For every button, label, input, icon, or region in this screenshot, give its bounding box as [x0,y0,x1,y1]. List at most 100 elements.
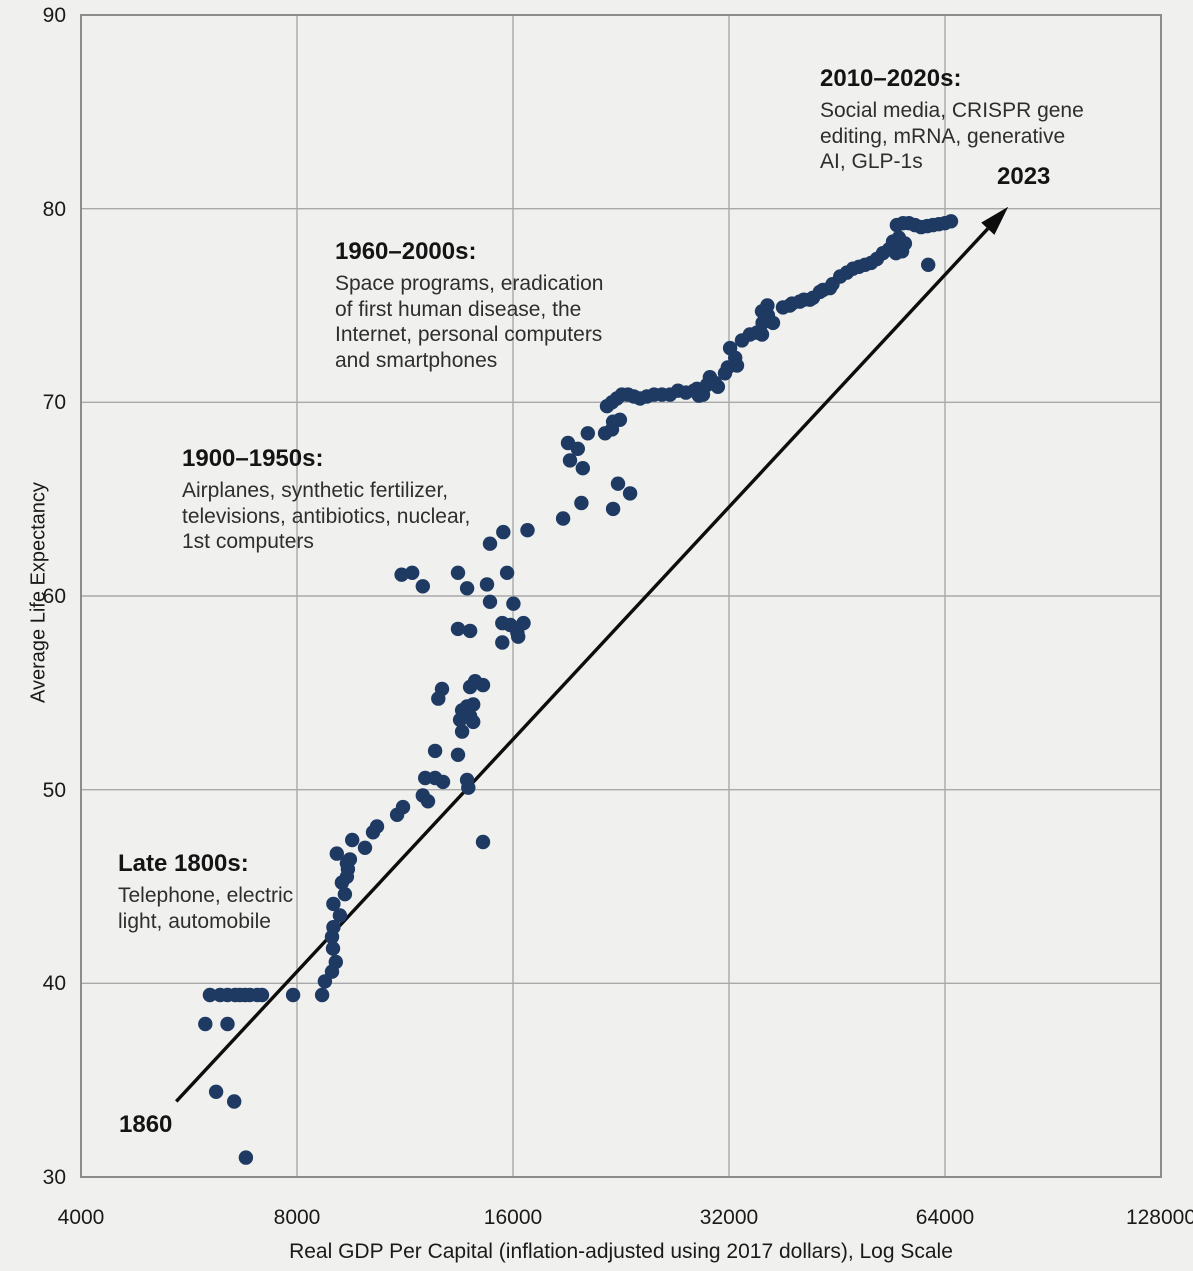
data-point [405,565,420,580]
data-point [450,621,466,637]
x-tick-label: 8000 [273,1206,321,1229]
data-point [254,987,270,1003]
annotation-title: 1960–2000s: [335,238,477,265]
annotation-1960-2000s: 1960–2000s: Space programs, eradication … [335,237,603,373]
data-point [462,623,478,639]
data-point [369,819,385,834]
x-tick-label: 4000 [57,1206,105,1229]
x-tick-label: 128000 [1125,1206,1193,1229]
data-point [482,536,498,551]
data-point [326,896,341,912]
data-point [710,379,726,394]
y-tick-label: 50 [42,778,66,802]
data-point [580,426,595,441]
arrow-start-year-label: 1860 [119,1111,173,1138]
data-point [754,327,770,342]
annotation-line: 1st computers [182,530,314,553]
data-point [555,511,571,526]
data-point [420,794,436,809]
annotation-title: Late 1800s: [118,850,249,877]
data-point [943,214,959,229]
data-point [198,1016,213,1032]
data-point [466,697,481,712]
data-point [495,635,510,650]
data-point [511,629,526,644]
data-point [520,523,535,538]
y-tick-label: 40 [42,972,66,996]
annotation-line: AI, GLP-1s [820,150,923,173]
y-tick-label: 30 [42,1166,66,1189]
trend-arrow-shaft [175,227,990,1103]
data-point [622,486,638,501]
data-point [326,920,341,935]
data-point [454,724,470,739]
data-point [450,565,466,580]
annotation-1900-1950s: 1900–1950s: Airplanes, synthetic fertili… [182,444,470,555]
data-point [314,987,330,1003]
data-point [202,987,218,1003]
data-point [328,954,343,970]
data-point [722,340,738,356]
x-tick-label: 16000 [483,1206,543,1229]
data-point [479,577,495,592]
y-tick-label: 80 [42,197,66,221]
data-point [605,501,621,517]
annotation-line: light, automobile [118,909,271,933]
data-point [466,714,481,730]
annotation-2010-2020s: 2010–2020s: Social media, CRISPR gene ed… [820,64,1084,175]
data-point [434,681,450,697]
annotation-line: Space programs, eradication [335,272,604,295]
data-point [499,565,515,580]
trend-arrow-head [981,206,1009,235]
annotation-line: of first human disease, the [335,297,582,321]
data-point [337,887,353,902]
annotation-line: Internet, personal computers [335,323,603,346]
annotation-late-1800s: Late 1800s: Telephone, electric light, a… [118,849,293,934]
y-tick-label: 90 [42,4,66,27]
x-tick-label: 32000 [699,1206,759,1229]
data-point [612,412,628,427]
data-point [394,567,409,582]
data-point [506,596,521,611]
data-point [574,495,589,511]
data-point [496,524,511,540]
data-point [427,743,443,759]
y-tick-label: 70 [42,391,66,415]
y-axis-title: Average Life Expectancy [27,482,50,703]
data-point [921,257,936,272]
annotation-line: editing, mRNA, generative [820,124,1066,148]
data-point [562,453,578,468]
annotation-title: 1900–1950s: [182,445,324,472]
data-point [345,832,360,848]
data-point [285,987,301,1003]
annotation-line: televisions, antibiotics, nuclear, [182,504,471,528]
data-point [610,476,626,491]
arrow-end-year-label: 2023 [997,163,1051,190]
annotation-title: 2010–2020s: [820,65,962,92]
data-point [395,799,411,815]
data-point [220,1016,235,1032]
data-point [208,1084,224,1100]
data-point [435,774,451,790]
data-point [415,579,430,594]
data-point [332,908,348,923]
data-point [418,770,433,786]
annotation-line: Social media, CRISPR gene [820,99,1084,122]
plot-border [80,14,1162,1178]
data-point [570,441,585,456]
data-point [357,840,373,855]
data-point [482,594,498,609]
data-point [459,581,475,596]
data-point [329,846,344,861]
data-point [342,852,358,867]
data-point [760,298,775,313]
data-point [450,747,466,762]
data-point [238,1150,254,1165]
y-tick-label: 60 [42,585,66,608]
x-tick-label: 64000 [915,1206,975,1229]
data-point [227,1094,242,1109]
data-point [475,677,491,693]
data-point [765,315,781,331]
annotation-line: Airplanes, synthetic fertilizer, [182,479,449,502]
